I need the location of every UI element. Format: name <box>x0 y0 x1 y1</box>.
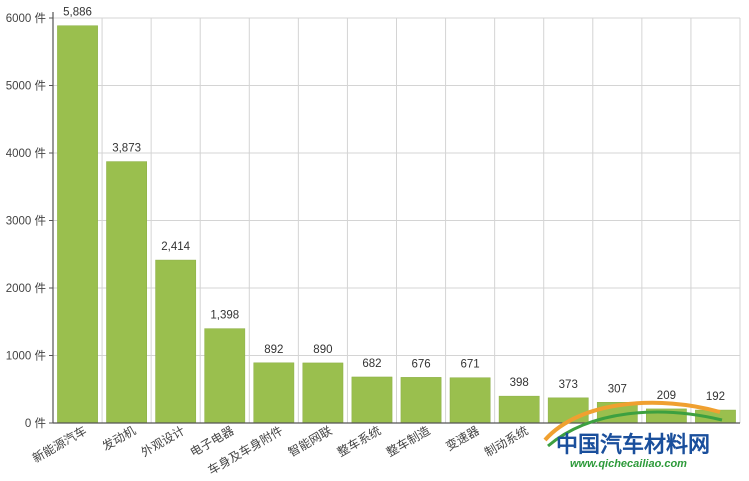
bar-value-label: 671 <box>461 359 480 371</box>
grid-lines <box>53 17 741 423</box>
bar-value-label: 5,886 <box>63 7 92 19</box>
bar <box>351 376 393 424</box>
bar-value-label: 892 <box>264 344 283 356</box>
x-category-label: 制动系统 <box>482 423 531 459</box>
watermark-text: 中国汽车材料网 <box>556 432 710 457</box>
watermark-swoosh-orange <box>543 400 721 442</box>
x-category-label: 智能网联 <box>285 423 334 460</box>
x-category-label: 发动机 <box>99 423 138 454</box>
bars <box>57 25 736 424</box>
bar <box>498 395 540 424</box>
bar-value-label: 3,873 <box>112 143 141 155</box>
bar-value-label: 1,398 <box>210 310 239 322</box>
y-tick-label: 0 件 <box>25 416 46 430</box>
y-tick-label: 2000 件 <box>6 281 46 295</box>
bar-value-label: 209 <box>657 390 676 402</box>
bar <box>449 377 491 424</box>
y-tick-label: 3000 件 <box>6 214 46 228</box>
bar <box>106 161 147 424</box>
watermark-url: www.qichecailiao.com <box>570 458 687 470</box>
bar <box>57 25 98 424</box>
bar <box>253 362 295 424</box>
bar <box>302 362 344 424</box>
bar-value-label: 307 <box>608 383 627 395</box>
y-tick-label: 1000 件 <box>6 349 46 363</box>
y-tick-label: 4000 件 <box>6 146 46 160</box>
y-tick-labels: 0 件 1000 件 2000 件 3000 件 4000 件 5000 件 6000 件 <box>6 11 53 430</box>
axes <box>52 12 740 424</box>
bar <box>400 377 442 424</box>
bar-value-label: 373 <box>559 379 578 391</box>
x-category-label: 变速器 <box>443 423 482 454</box>
bar <box>547 397 589 424</box>
bar <box>155 259 197 424</box>
bar-value-label: 398 <box>510 377 529 389</box>
bar-value-label: 2,414 <box>161 241 190 253</box>
bar-value-label: 890 <box>313 344 332 356</box>
bar-value-label: 676 <box>411 358 430 370</box>
watermark-logo: 中国汽车材料网 www.qichecailiao.com <box>543 400 723 470</box>
x-category-label: 外观设计 <box>139 423 188 459</box>
x-category-label: 整车系统 <box>334 423 383 460</box>
watermark-swoosh-green <box>547 410 723 448</box>
bar-value-label: 682 <box>362 358 381 370</box>
x-category-label: 整车制造 <box>383 423 432 460</box>
y-tick-label: 6000 件 <box>6 11 46 25</box>
value-labels: 5,886 3,873 2,414 1,398 892 890 682 676 671 398 37… <box>63 7 725 403</box>
bar <box>204 328 246 424</box>
bar-value-label: 192 <box>706 391 725 403</box>
y-tick-label: 5000 件 <box>6 79 46 93</box>
